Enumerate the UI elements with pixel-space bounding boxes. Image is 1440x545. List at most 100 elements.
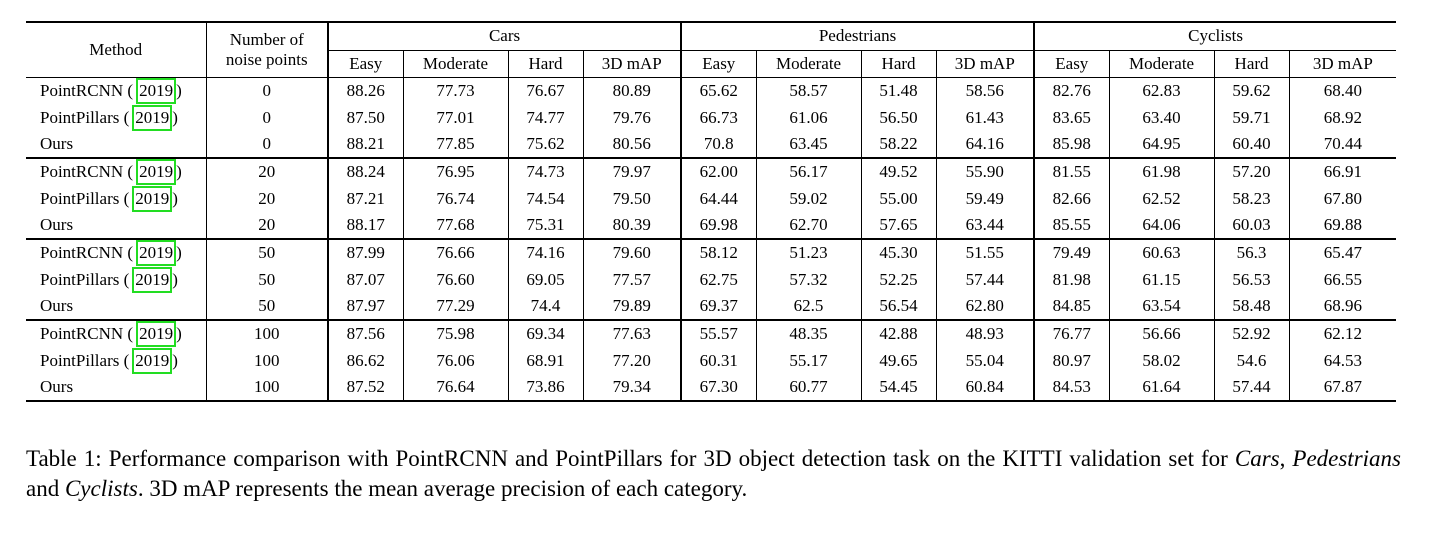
value-cell: 73.86 (507, 374, 583, 402)
table-row: PointRCNN (2019) 50 87.99 76.66 74.16 79.60 58… (26, 238, 1397, 266)
method-cell: PointPillars (2019) (26, 104, 206, 131)
table-row: PointPillars (2019) 20 87.21 76.74 74.54 79.5… (26, 185, 1397, 212)
method-cell: PointRCNN (2019) (26, 319, 206, 347)
citation-link[interactable]: 2019 (136, 240, 177, 266)
header-method: Method (26, 21, 206, 78)
value-cell: 63.54 (1108, 293, 1215, 321)
value-cell: 54.45 (860, 374, 937, 402)
value-cell: 45.30 (860, 238, 937, 266)
value-cell: 55.04 (935, 347, 1035, 374)
noise-points-cell: 20 (205, 212, 328, 240)
citation-link[interactable]: 2019 (136, 321, 177, 347)
value-cell: 51.55 (935, 238, 1035, 266)
noise-points-cell: 0 (205, 104, 328, 131)
noise-points-cell: 50 (205, 293, 328, 321)
value-cell: 62.52 (1108, 185, 1215, 212)
value-cell: 87.21 (327, 185, 403, 212)
method-cell: Ours (26, 212, 206, 240)
value-cell: 88.24 (327, 157, 403, 185)
value-cell: 66.55 (1288, 266, 1397, 293)
table-row: Ours 50 87.97 77.29 74.4 79.89 69.37 62.5 56.54 6… (26, 293, 1397, 321)
value-cell: 65.47 (1288, 238, 1397, 266)
value-cell: 58.02 (1108, 347, 1215, 374)
value-cell: 87.07 (327, 266, 403, 293)
value-cell: 61.98 (1108, 157, 1215, 185)
header-group-cars: Cars (326, 21, 682, 50)
value-cell: 66.73 (680, 104, 757, 131)
value-cell: 80.56 (582, 131, 682, 159)
value-cell: 79.49 (1033, 238, 1110, 266)
header-easy: Easy (1033, 49, 1110, 78)
value-cell: 76.64 (402, 374, 508, 402)
citation-link[interactable]: 2019 (136, 77, 177, 104)
value-cell: 64.53 (1288, 347, 1397, 374)
value-cell: 49.52 (860, 157, 937, 185)
value-cell: 58.22 (860, 131, 937, 159)
value-cell: 64.95 (1108, 131, 1215, 159)
value-cell: 87.50 (327, 104, 403, 131)
value-cell: 51.48 (860, 76, 937, 104)
table-block: PointRCNN (2019) 0 88.26 77.73 76.67 80.89 65.… (26, 76, 1397, 159)
value-cell: 86.62 (327, 347, 403, 374)
value-cell: 59.71 (1213, 104, 1290, 131)
value-cell: 57.65 (860, 212, 937, 240)
value-cell: 64.16 (935, 131, 1035, 159)
citation-link[interactable]: 2019 (132, 185, 173, 212)
value-cell: 66.91 (1288, 157, 1397, 185)
value-cell: 58.23 (1213, 185, 1290, 212)
value-cell: 69.98 (680, 212, 757, 240)
method-cell: PointRCNN (2019) (26, 76, 206, 104)
citation-link[interactable]: 2019 (132, 104, 173, 131)
value-cell: 77.01 (402, 104, 508, 131)
value-cell: 68.91 (507, 347, 583, 374)
method-name: PointRCNN (40, 243, 124, 262)
table-row: Ours 20 88.17 77.68 75.31 80.39 69.98 62.70 57.6… (26, 212, 1397, 240)
header-group-cyclists: Cyclists (1033, 21, 1397, 50)
value-cell: 87.99 (327, 238, 403, 266)
value-cell: 60.63 (1108, 238, 1215, 266)
value-cell: 55.90 (935, 157, 1035, 185)
value-cell: 75.62 (507, 131, 583, 159)
value-cell: 74.77 (507, 104, 583, 131)
value-cell: 80.39 (582, 212, 682, 240)
value-cell: 79.34 (582, 374, 682, 402)
value-cell: 87.97 (327, 293, 403, 321)
value-cell: 87.56 (327, 319, 403, 347)
value-cell: 60.84 (935, 374, 1035, 402)
method-name: PointPillars (40, 350, 120, 370)
table-caption: Table 1: Performance comparison with Poi… (26, 444, 1401, 504)
method-name: PointRCNN (40, 80, 124, 100)
value-cell: 49.65 (860, 347, 937, 374)
value-cell: 69.88 (1288, 212, 1397, 240)
value-cell: 80.97 (1033, 347, 1110, 374)
noise-points-cell: 20 (205, 185, 328, 212)
value-cell: 87.52 (327, 374, 403, 402)
value-cell: 81.98 (1033, 266, 1110, 293)
method-cell: PointPillars (2019) (26, 266, 206, 293)
table-row: PointPillars (2019) 50 87.07 76.60 69.05 77.5… (26, 266, 1397, 293)
value-cell: 63.45 (755, 131, 862, 159)
value-cell: 69.37 (680, 293, 757, 321)
value-cell: 74.54 (507, 185, 583, 212)
value-cell: 85.98 (1033, 131, 1110, 159)
value-cell: 64.44 (680, 185, 757, 212)
method-name: Ours (40, 215, 74, 234)
value-cell: 60.31 (680, 347, 757, 374)
header-easy: Easy (680, 49, 757, 78)
value-cell: 79.89 (582, 293, 682, 321)
value-cell: 79.97 (582, 157, 682, 185)
header-hard: Hard (507, 49, 583, 78)
value-cell: 60.40 (1213, 131, 1290, 159)
table-row: Ours 0 88.21 77.85 75.62 80.56 70.8 63.45 58.22 6… (26, 131, 1397, 159)
value-cell: 77.73 (402, 76, 508, 104)
value-cell: 84.85 (1033, 293, 1110, 321)
value-cell: 57.20 (1213, 157, 1290, 185)
citation-link[interactable]: 2019 (132, 266, 173, 293)
table-row: PointRCNN (2019) 20 88.24 76.95 74.73 79.97 62… (26, 157, 1397, 185)
citation-link[interactable]: 2019 (136, 159, 177, 185)
citation-link[interactable]: 2019 (132, 347, 173, 374)
method-cell: PointPillars (2019) (26, 185, 206, 212)
method-name: PointPillars (40, 269, 120, 289)
value-cell: 84.53 (1033, 374, 1110, 402)
value-cell: 62.70 (755, 212, 862, 240)
